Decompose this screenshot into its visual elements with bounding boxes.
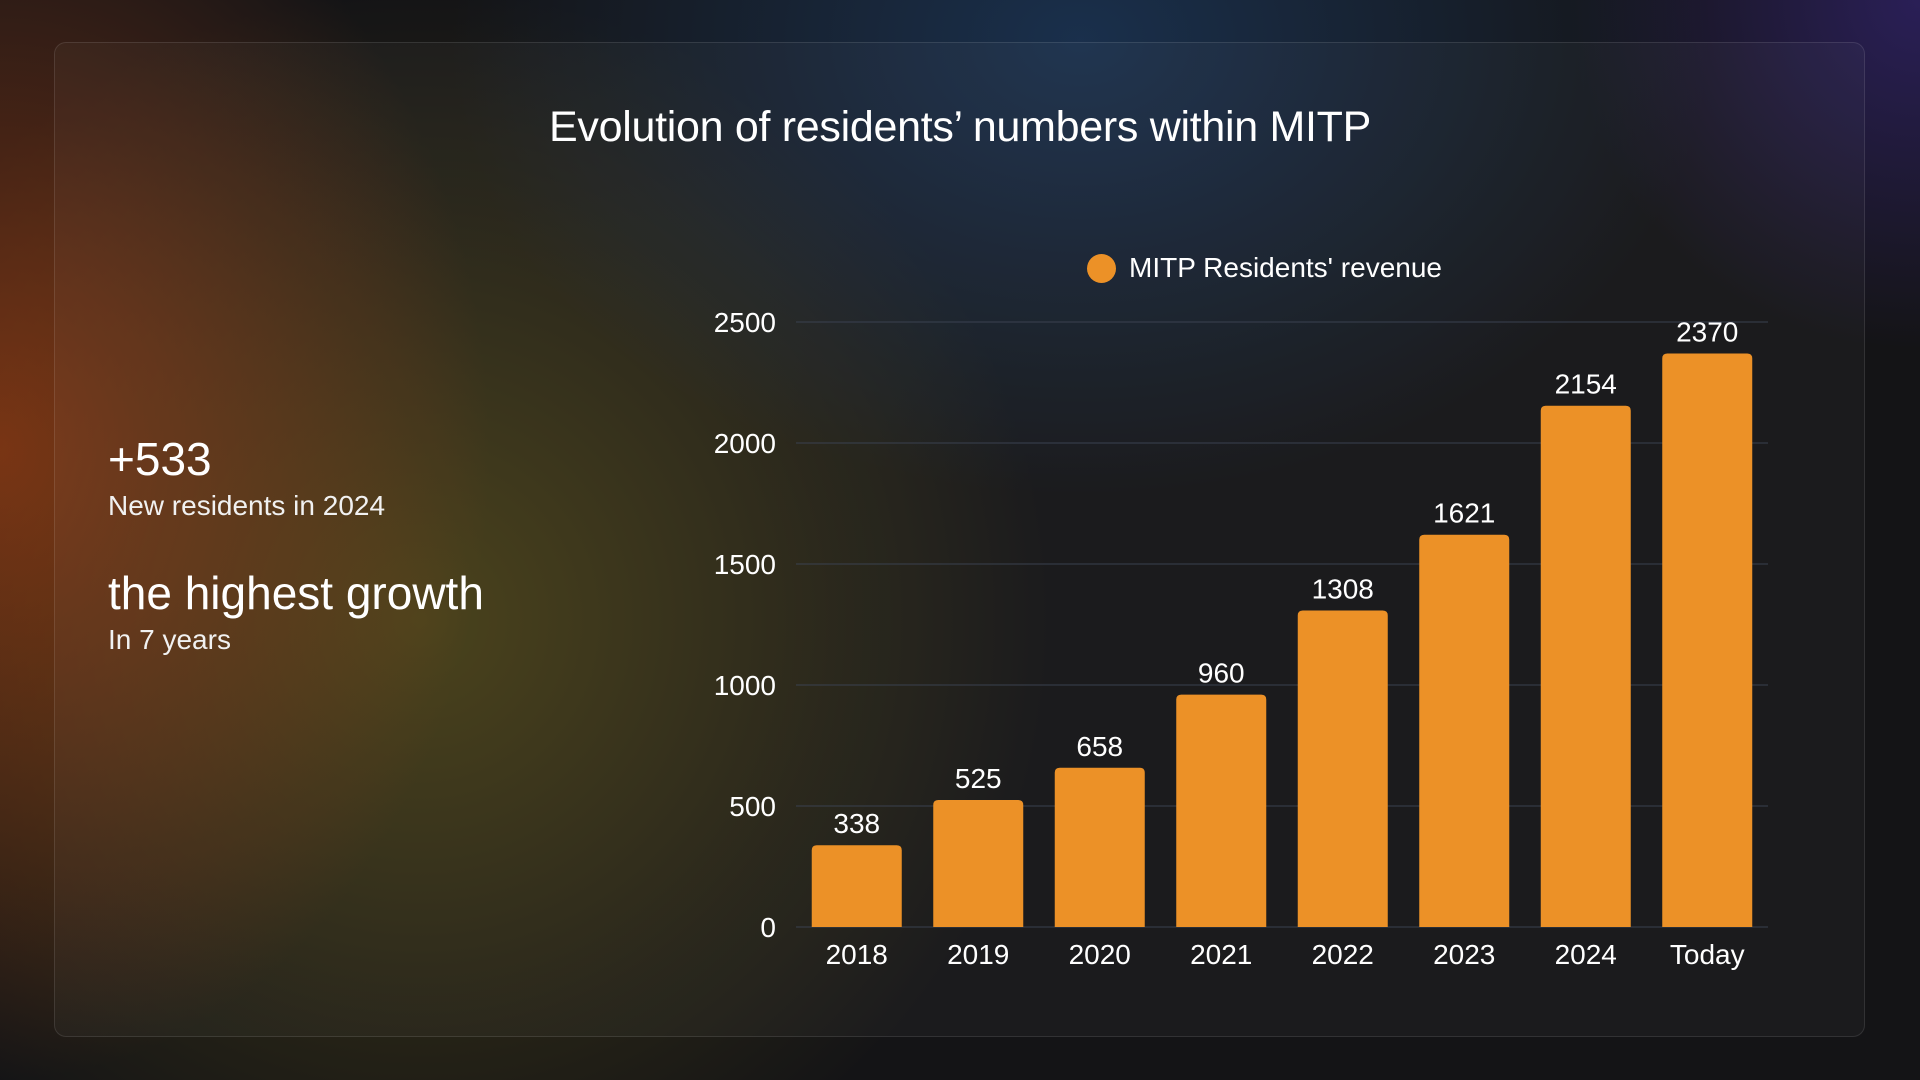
legend-label: MITP Residents' revenue [1129, 252, 1442, 283]
x-tick-label: 2019 [947, 939, 1009, 970]
data-label: 1308 [1312, 573, 1374, 604]
x-tick-label: 2024 [1555, 939, 1617, 970]
stat-caption: In 7 years [108, 623, 231, 655]
bar [1054, 767, 1145, 927]
bar [1419, 534, 1510, 927]
page-title: Evolution of residents’ numbers within M… [549, 103, 1371, 151]
x-tick-label: 2018 [826, 939, 888, 970]
bar [1540, 405, 1631, 927]
chart-legend: MITP Residents' revenue [1087, 252, 1442, 284]
y-tick-label: 1000 [714, 670, 776, 701]
bar [933, 799, 1024, 927]
bar [1176, 694, 1267, 927]
y-tick-label: 0 [760, 912, 776, 943]
legend-swatch [1087, 253, 1116, 283]
stat-caption: New residents in 2024 [108, 489, 386, 521]
stat-headline: the highest growth [108, 567, 484, 619]
data-label: 525 [955, 763, 1002, 794]
y-tick-label: 500 [729, 791, 776, 822]
stat-highest-growth: the highest growth In 7 years [108, 568, 484, 656]
y-tick-label: 1500 [714, 549, 776, 580]
stat-new-residents: +533 New residents in 2024 [108, 434, 385, 522]
x-tick-label: 2021 [1190, 939, 1252, 970]
chart-card [54, 42, 1865, 1037]
bar [1662, 353, 1753, 928]
x-tick-label: 2022 [1312, 939, 1374, 970]
data-label: 960 [1198, 658, 1245, 689]
x-tick-label: 2020 [1069, 939, 1131, 970]
x-tick-label: 2023 [1433, 939, 1495, 970]
data-label: 338 [833, 808, 880, 839]
y-tick-label: 2500 [714, 307, 776, 338]
y-tick-label: 2000 [714, 428, 776, 459]
bar [1297, 610, 1388, 927]
data-label: 2154 [1555, 369, 1617, 400]
stat-value: +533 [108, 433, 212, 485]
bar [811, 845, 902, 927]
data-label: 658 [1076, 731, 1123, 762]
data-label: 1621 [1433, 498, 1495, 529]
data-label: 2370 [1676, 316, 1738, 347]
x-tick-label: Today [1670, 939, 1745, 970]
